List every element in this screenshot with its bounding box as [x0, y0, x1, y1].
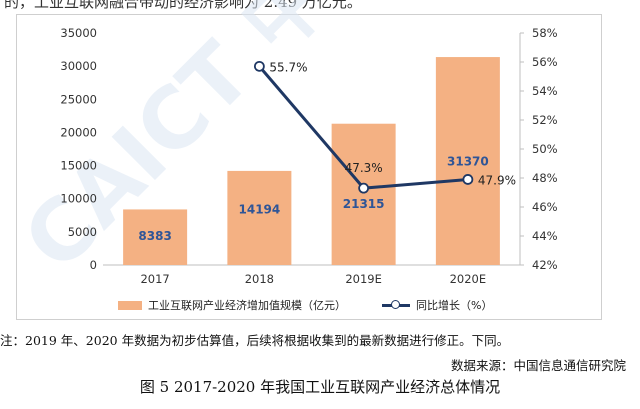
chart-legend: 工业互联网产业经济增加值规模（亿元） 同比增长（%）	[118, 297, 492, 313]
data-source: 数据来源：中国信息通信研究院	[450, 358, 626, 373]
figure-caption: 图 5 2017-2020 年我国工业互联网产业经济总体情况	[139, 378, 501, 396]
legend-line-swatch	[382, 300, 410, 310]
x-tick-label: 2020E	[450, 272, 487, 286]
growth-point	[462, 174, 474, 185]
top-text-strip: 的，工业互联网融合带动的经济影响为 2.49 万亿元。	[0, 0, 640, 14]
bar	[227, 170, 292, 265]
legend-item-bar: 工业互联网产业经济增加值规模（亿元）	[118, 297, 346, 313]
y-left-tick-label: 0	[90, 258, 97, 272]
growth-value-label: 47.3%	[345, 161, 383, 175]
y-right-tick-label: 56%	[532, 55, 558, 69]
top-text: 的，工业互联网融合带动的经济影响为 2.49 万亿元。	[4, 0, 362, 11]
growth-value-label: 47.9%	[478, 173, 516, 187]
y-right-tick-label: 48%	[532, 171, 558, 185]
y-right-tick-label: 58%	[532, 26, 558, 40]
y-right-tick-label: 46%	[532, 200, 558, 214]
growth-value-label: 55.7%	[269, 60, 307, 74]
y-left-tick-label: 30000	[60, 59, 97, 73]
y-right-tick-label: 52%	[532, 113, 558, 127]
x-tick-label: 2019E	[345, 272, 382, 286]
bar	[331, 123, 396, 265]
bar-value-label: 31370	[447, 154, 489, 168]
x-tick-label: 2017	[140, 272, 169, 286]
bar-value-label: 8383	[138, 229, 171, 243]
legend-item-line: 同比增长（%）	[382, 297, 492, 313]
chart-note: 注：2019 年、2020 年数据为初步估算值，后续将根据收集到的最新数据进行修…	[0, 333, 510, 348]
legend-bar-swatch	[118, 300, 142, 310]
y-right-tick-label: 44%	[532, 229, 558, 243]
chart-svg: CAICT 中国信通院 0 5000 10000 15000 20000 25000 300…	[5, 0, 588, 289]
chart-frame	[16, 14, 602, 320]
legend-line-label: 同比增长（%）	[416, 299, 493, 312]
y-left-tick-label: 5000	[68, 225, 97, 239]
legend-bar-label: 工业互联网产业经济增加值规模（亿元）	[148, 299, 346, 312]
y-right-tick-label: 54%	[532, 84, 558, 98]
bar	[123, 209, 188, 265]
growth-point	[358, 182, 370, 194]
y-left-tick-label: 25000	[60, 92, 97, 106]
growth-point	[253, 60, 265, 72]
bar-value-label: 21315	[343, 197, 385, 211]
bar	[435, 57, 500, 266]
y-left-tick-label: 15000	[60, 159, 97, 173]
watermark: CAICT 中国信通院	[5, 0, 588, 289]
x-tick-label: 2018	[245, 272, 274, 286]
y-left-tick-label: 10000	[60, 192, 97, 206]
bar-value-label: 14194	[239, 202, 281, 216]
y-right-tick-label: 42%	[532, 258, 558, 272]
y-left-tick-label: 20000	[60, 125, 97, 139]
y-right-tick-label: 50%	[532, 142, 558, 156]
y-left-tick-label: 35000	[60, 26, 97, 40]
